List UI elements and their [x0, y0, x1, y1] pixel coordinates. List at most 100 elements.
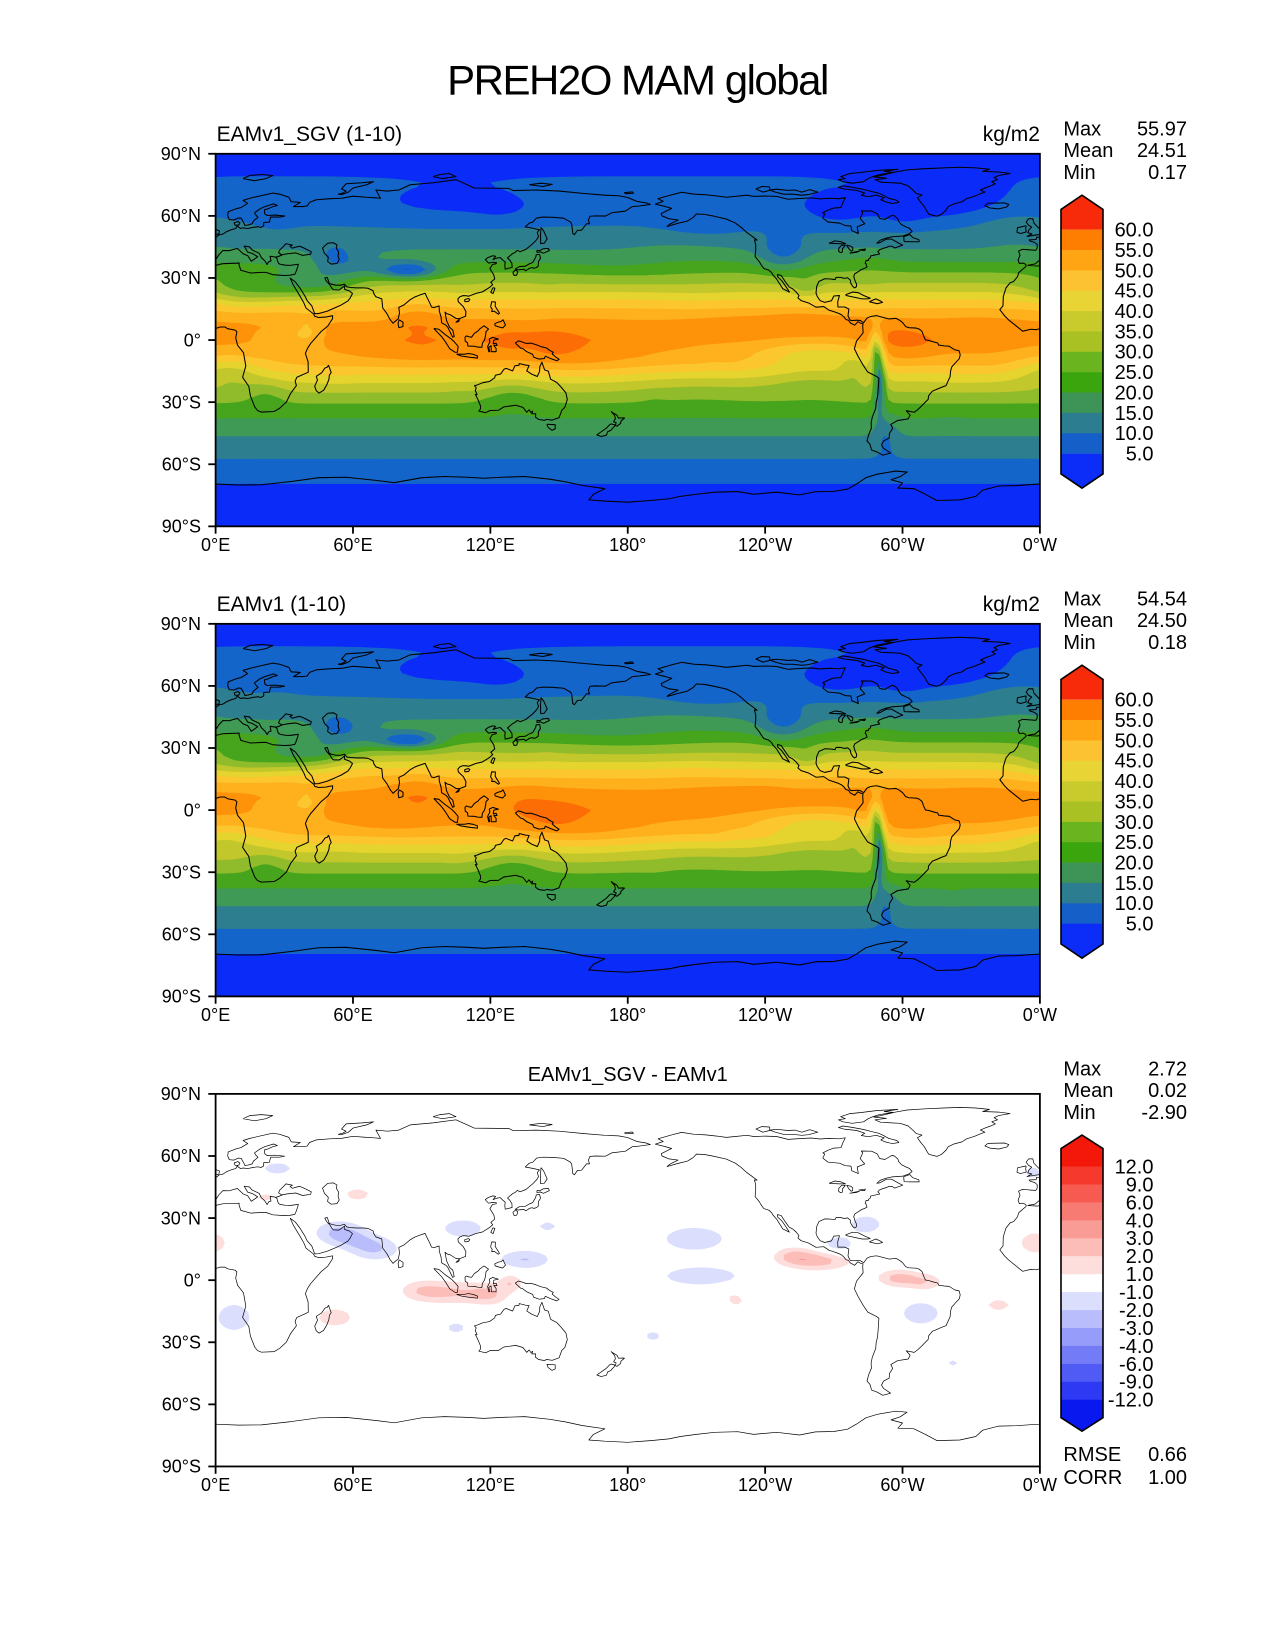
svg-text:0.66: 0.66 — [1148, 1444, 1187, 1466]
svg-text:60.0: 60.0 — [1115, 220, 1154, 242]
svg-text:180°: 180° — [609, 535, 646, 555]
svg-text:-2.90: -2.90 — [1141, 1102, 1187, 1124]
svg-text:10.0: 10.0 — [1115, 423, 1154, 445]
svg-text:2.0: 2.0 — [1126, 1246, 1154, 1268]
svg-text:90°N: 90°N — [161, 614, 201, 634]
svg-text:24.51: 24.51 — [1137, 140, 1187, 162]
svg-text:Max: Max — [1063, 1058, 1101, 1080]
svg-text:EAMv1_SGV - EAMv1: EAMv1_SGV - EAMv1 — [528, 1064, 728, 1086]
svg-text:-2.0: -2.0 — [1119, 1300, 1153, 1322]
svg-text:kg/m2: kg/m2 — [983, 593, 1040, 616]
svg-text:90°N: 90°N — [161, 144, 201, 164]
svg-text:5.0: 5.0 — [1126, 914, 1154, 936]
svg-text:90°S: 90°S — [162, 987, 201, 1007]
svg-text:CORR: CORR — [1063, 1467, 1122, 1489]
svg-text:0.18: 0.18 — [1148, 632, 1187, 654]
svg-text:5.0: 5.0 — [1126, 443, 1154, 465]
svg-text:120°W: 120°W — [738, 535, 792, 555]
svg-text:30°N: 30°N — [161, 1208, 201, 1228]
svg-text:15.0: 15.0 — [1115, 873, 1154, 895]
svg-text:120°W: 120°W — [738, 1475, 792, 1495]
svg-text:1.00: 1.00 — [1148, 1467, 1187, 1489]
svg-text:60°E: 60°E — [333, 535, 372, 555]
svg-text:30°S: 30°S — [162, 1332, 201, 1352]
svg-text:-9.0: -9.0 — [1119, 1372, 1153, 1394]
svg-text:0°W: 0°W — [1023, 535, 1057, 555]
svg-text:25.0: 25.0 — [1115, 832, 1154, 854]
svg-text:0°W: 0°W — [1023, 1475, 1057, 1495]
svg-text:120°E: 120°E — [466, 1005, 515, 1025]
svg-text:0°: 0° — [184, 1270, 201, 1290]
svg-text:EAMv1_SGV (1-10): EAMv1_SGV (1-10) — [217, 123, 403, 146]
svg-text:-6.0: -6.0 — [1119, 1354, 1153, 1376]
svg-text:4.0: 4.0 — [1126, 1210, 1154, 1232]
svg-text:30.0: 30.0 — [1115, 342, 1154, 364]
svg-text:kg/m2: kg/m2 — [983, 123, 1040, 146]
svg-text:0°: 0° — [184, 800, 201, 820]
svg-text:60.0: 60.0 — [1115, 690, 1154, 712]
svg-text:Min: Min — [1063, 1102, 1095, 1124]
svg-text:60°N: 60°N — [161, 1146, 201, 1166]
svg-text:Max: Max — [1063, 118, 1101, 140]
svg-text:180°: 180° — [609, 1475, 646, 1495]
svg-text:-1.0: -1.0 — [1119, 1282, 1153, 1304]
svg-text:120°W: 120°W — [738, 1005, 792, 1025]
svg-text:180°: 180° — [609, 1005, 646, 1025]
svg-text:RMSE: RMSE — [1063, 1444, 1121, 1466]
svg-text:30°S: 30°S — [162, 862, 201, 882]
svg-text:30°N: 30°N — [161, 738, 201, 758]
svg-text:0°: 0° — [184, 330, 201, 350]
svg-text:6.0: 6.0 — [1126, 1192, 1154, 1214]
svg-text:0°W: 0°W — [1023, 1005, 1057, 1025]
svg-text:0°E: 0°E — [201, 1475, 230, 1495]
svg-text:10.0: 10.0 — [1115, 893, 1154, 915]
svg-text:25.0: 25.0 — [1115, 362, 1154, 384]
svg-text:60°S: 60°S — [162, 1395, 201, 1415]
svg-text:45.0: 45.0 — [1115, 751, 1154, 773]
svg-text:Mean: Mean — [1063, 140, 1113, 162]
svg-text:55.0: 55.0 — [1115, 710, 1154, 732]
svg-text:60°S: 60°S — [162, 454, 201, 474]
svg-text:Mean: Mean — [1063, 1080, 1113, 1102]
svg-text:2.72: 2.72 — [1148, 1058, 1187, 1080]
svg-text:60°N: 60°N — [161, 676, 201, 696]
svg-text:60°S: 60°S — [162, 925, 201, 945]
svg-text:0°E: 0°E — [201, 1005, 230, 1025]
svg-text:-3.0: -3.0 — [1119, 1318, 1153, 1340]
svg-text:15.0: 15.0 — [1115, 403, 1154, 425]
svg-text:1.0: 1.0 — [1126, 1264, 1154, 1286]
svg-text:Min: Min — [1063, 162, 1095, 184]
svg-text:0.17: 0.17 — [1148, 162, 1187, 184]
svg-text:35.0: 35.0 — [1115, 791, 1154, 813]
svg-text:55.97: 55.97 — [1137, 118, 1187, 140]
svg-text:45.0: 45.0 — [1115, 281, 1154, 303]
svg-text:30°N: 30°N — [161, 268, 201, 288]
svg-text:90°S: 90°S — [162, 1457, 201, 1477]
svg-text:30.0: 30.0 — [1115, 812, 1154, 834]
svg-text:54.54: 54.54 — [1137, 588, 1187, 610]
svg-text:60°W: 60°W — [880, 1005, 924, 1025]
svg-text:90°N: 90°N — [161, 1084, 201, 1104]
svg-text:-4.0: -4.0 — [1119, 1336, 1153, 1358]
svg-text:3.0: 3.0 — [1126, 1228, 1154, 1250]
svg-text:40.0: 40.0 — [1115, 301, 1154, 323]
svg-text:60°E: 60°E — [333, 1005, 372, 1025]
svg-text:Min: Min — [1063, 632, 1095, 654]
svg-text:20.0: 20.0 — [1115, 852, 1154, 874]
svg-text:Mean: Mean — [1063, 610, 1113, 632]
svg-text:0.02: 0.02 — [1148, 1080, 1187, 1102]
svg-text:55.0: 55.0 — [1115, 240, 1154, 262]
svg-text:24.50: 24.50 — [1137, 610, 1187, 632]
svg-text:30°S: 30°S — [162, 392, 201, 412]
svg-text:120°E: 120°E — [466, 535, 515, 555]
svg-text:EAMv1 (1-10): EAMv1 (1-10) — [217, 593, 347, 616]
svg-text:60°W: 60°W — [880, 1475, 924, 1495]
svg-text:35.0: 35.0 — [1115, 321, 1154, 343]
svg-text:40.0: 40.0 — [1115, 771, 1154, 793]
svg-text:50.0: 50.0 — [1115, 260, 1154, 282]
svg-text:120°E: 120°E — [466, 1475, 515, 1495]
svg-text:0°E: 0°E — [201, 535, 230, 555]
svg-text:PREH2O MAM global: PREH2O MAM global — [447, 57, 828, 104]
svg-text:20.0: 20.0 — [1115, 382, 1154, 404]
svg-text:60°E: 60°E — [333, 1475, 372, 1495]
